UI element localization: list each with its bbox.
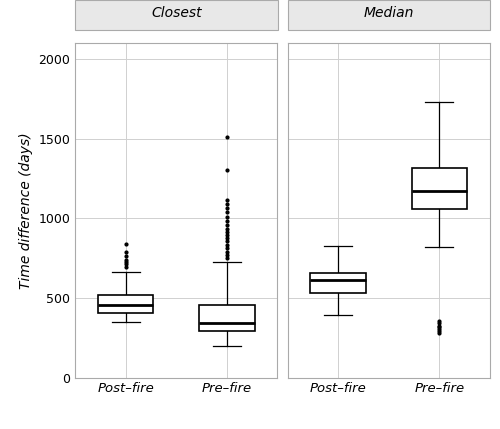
Text: Median: Median (364, 6, 414, 20)
Y-axis label: Time difference (days): Time difference (days) (18, 132, 32, 289)
Bar (199, 305, 254, 331)
Text: Closest: Closest (151, 6, 202, 20)
Bar (310, 273, 366, 293)
Bar (98, 296, 154, 313)
Bar (412, 168, 467, 209)
